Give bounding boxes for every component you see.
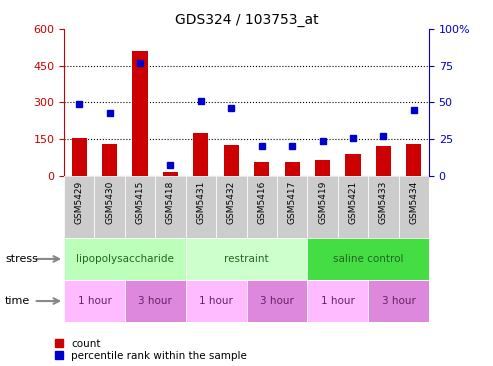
Bar (102, 144, 117, 176)
Bar (406, 144, 422, 176)
Bar (315, 160, 330, 176)
Text: GSM5434: GSM5434 (409, 181, 418, 224)
Text: GSM5416: GSM5416 (257, 181, 266, 224)
Text: 3 hour: 3 hour (260, 296, 294, 306)
Text: time: time (5, 296, 30, 306)
Text: GSM5419: GSM5419 (318, 181, 327, 224)
Bar (338, 176, 368, 238)
Text: GSM5421: GSM5421 (349, 181, 357, 224)
Bar (216, 176, 246, 238)
Text: GSM5433: GSM5433 (379, 181, 388, 224)
Bar (345, 154, 360, 176)
Bar (186, 280, 246, 322)
Text: restraint: restraint (224, 254, 269, 264)
Bar (95, 176, 125, 238)
Bar (368, 280, 429, 322)
Text: 1 hour: 1 hour (77, 296, 111, 306)
Text: 3 hour: 3 hour (139, 296, 172, 306)
Bar (193, 133, 209, 176)
Bar (163, 172, 178, 176)
Text: lipopolysaccharide: lipopolysaccharide (76, 254, 174, 264)
Text: GSM5431: GSM5431 (196, 181, 206, 224)
Bar (368, 176, 398, 238)
Bar (307, 238, 429, 280)
Bar (284, 162, 300, 176)
Bar (398, 176, 429, 238)
Bar (186, 176, 216, 238)
Bar (125, 280, 186, 322)
Bar (307, 176, 338, 238)
Legend: count, percentile rank within the sample: count, percentile rank within the sample (55, 339, 247, 361)
Bar (246, 280, 307, 322)
Text: 1 hour: 1 hour (321, 296, 354, 306)
Bar (224, 145, 239, 176)
Bar (125, 176, 155, 238)
Text: 3 hour: 3 hour (382, 296, 416, 306)
Bar (64, 280, 125, 322)
Text: 1 hour: 1 hour (199, 296, 233, 306)
Bar (254, 162, 269, 176)
Bar (71, 138, 87, 176)
Bar (277, 176, 307, 238)
Bar (186, 238, 307, 280)
Bar (133, 51, 148, 176)
Text: GSM5432: GSM5432 (227, 181, 236, 224)
Text: GSM5430: GSM5430 (105, 181, 114, 224)
Bar (307, 280, 368, 322)
Bar (246, 176, 277, 238)
Title: GDS324 / 103753_at: GDS324 / 103753_at (175, 13, 318, 27)
Text: stress: stress (5, 254, 38, 264)
Text: saline control: saline control (333, 254, 403, 264)
Bar (155, 176, 186, 238)
Bar (376, 146, 391, 176)
Text: GSM5417: GSM5417 (287, 181, 297, 224)
Text: GSM5415: GSM5415 (136, 181, 144, 224)
Text: GSM5429: GSM5429 (75, 181, 84, 224)
Text: GSM5418: GSM5418 (166, 181, 175, 224)
Bar (64, 238, 186, 280)
Bar (64, 176, 95, 238)
